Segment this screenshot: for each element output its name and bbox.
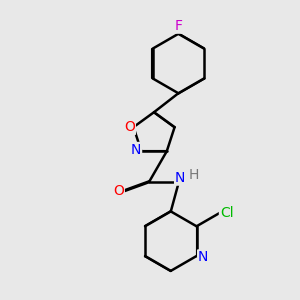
Text: N: N xyxy=(198,250,208,264)
Text: H: H xyxy=(189,168,199,182)
Text: Cl: Cl xyxy=(220,206,233,220)
Text: O: O xyxy=(124,120,135,134)
Text: F: F xyxy=(174,19,182,33)
Text: N: N xyxy=(175,171,185,184)
Text: N: N xyxy=(131,143,141,157)
Text: O: O xyxy=(113,184,124,198)
